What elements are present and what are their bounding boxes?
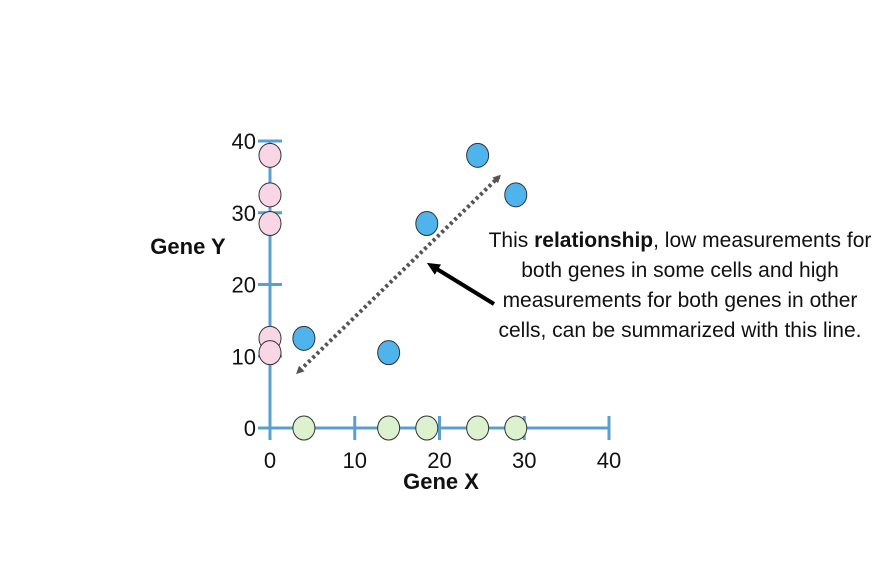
data-point-gene-x-only [415, 415, 439, 441]
data-point-gene-y-only [258, 142, 282, 168]
data-point-gene-x-only [466, 415, 490, 441]
x-tick-label: 0 [264, 448, 276, 473]
data-point-gene-y-only [258, 340, 282, 366]
data-point-both-genes [377, 340, 401, 366]
annotation-suffix: , low measurements for both genes in som… [498, 229, 872, 342]
data-point-gene-y-only [258, 182, 282, 208]
trend-line [296, 174, 501, 375]
data-point-both-genes [466, 142, 490, 168]
x-ticks: 0 10 20 30 40 [264, 416, 621, 473]
data-point-both-genes [504, 182, 528, 208]
data-points [258, 142, 528, 441]
x-tick-label: 20 [427, 448, 451, 473]
y-tick-label: 20 [232, 273, 256, 298]
x-tick-label: 30 [512, 448, 536, 473]
y-ticks: 0 10 20 30 40 [232, 129, 282, 441]
axes: 0 10 20 30 40 0 10 20 30 40 [232, 129, 622, 473]
y-tick-label: 0 [244, 416, 256, 441]
x-tick-label: 10 [343, 448, 367, 473]
annotation-text: This relationship, low measurements for … [480, 226, 880, 346]
data-point-gene-y-only [258, 211, 282, 237]
annotation-prefix: This [488, 229, 535, 252]
y-axis-title: Gene Y [150, 234, 226, 259]
trend-line-group [296, 174, 501, 375]
y-tick-label: 30 [232, 201, 256, 226]
data-point-gene-x-only [504, 415, 528, 441]
x-axis-title: Gene X [403, 469, 479, 494]
x-tick-label: 40 [597, 448, 621, 473]
annotation-bold-word: relationship [534, 229, 654, 252]
pointer-arrow [426, 262, 496, 306]
data-point-both-genes [415, 211, 439, 237]
y-tick-label: 10 [232, 344, 256, 369]
y-tick-label: 40 [232, 129, 256, 154]
data-point-both-genes [292, 325, 316, 351]
data-point-gene-x-only [377, 415, 401, 441]
data-point-gene-x-only [292, 415, 316, 441]
